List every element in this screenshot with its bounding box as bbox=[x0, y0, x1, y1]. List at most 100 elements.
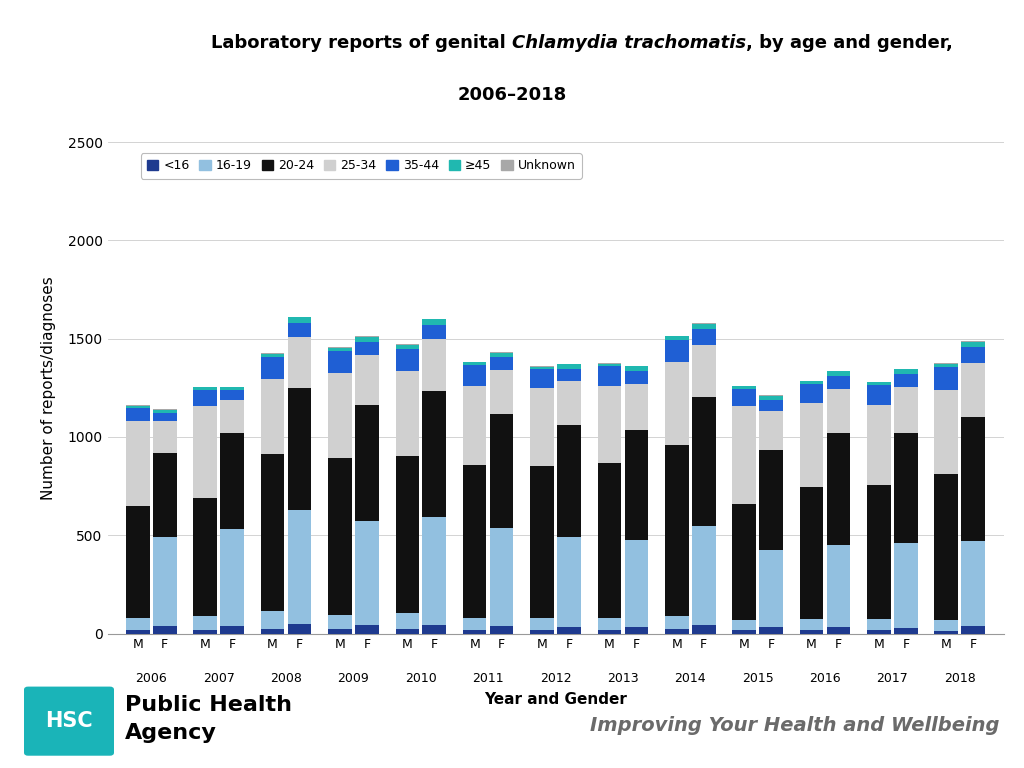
Bar bbox=[288, 317, 311, 323]
Bar bbox=[220, 390, 244, 399]
Bar bbox=[760, 400, 783, 412]
Bar bbox=[153, 538, 176, 626]
Bar bbox=[153, 413, 176, 422]
Bar bbox=[732, 386, 756, 389]
Text: Laboratory reports of genital: Laboratory reports of genital bbox=[211, 35, 512, 52]
Bar bbox=[328, 615, 351, 629]
Bar bbox=[692, 624, 716, 634]
Bar bbox=[760, 412, 783, 450]
Bar bbox=[194, 390, 217, 406]
Bar bbox=[665, 616, 688, 629]
Bar bbox=[423, 391, 446, 517]
Bar bbox=[625, 366, 648, 371]
Bar bbox=[598, 462, 622, 618]
Bar bbox=[423, 339, 446, 391]
Bar bbox=[355, 356, 379, 405]
Text: Improving Your Health and Wellbeing: Improving Your Health and Wellbeing bbox=[591, 717, 1000, 735]
Bar bbox=[395, 629, 419, 634]
Bar bbox=[732, 504, 756, 620]
Bar bbox=[826, 627, 850, 634]
Text: 2008: 2008 bbox=[270, 673, 302, 686]
Bar bbox=[867, 382, 891, 385]
Bar bbox=[826, 389, 850, 433]
Text: 2015: 2015 bbox=[741, 673, 773, 686]
Bar bbox=[423, 624, 446, 634]
Text: , by age and gender,: , by age and gender, bbox=[746, 35, 953, 52]
Bar bbox=[935, 475, 958, 620]
Text: 2007: 2007 bbox=[203, 673, 234, 686]
Bar bbox=[665, 362, 688, 445]
Y-axis label: Number of reports/diagnoses: Number of reports/diagnoses bbox=[41, 276, 56, 500]
Bar bbox=[530, 388, 554, 466]
Bar bbox=[760, 627, 783, 634]
Bar bbox=[395, 371, 419, 455]
Bar bbox=[355, 342, 379, 356]
Bar bbox=[194, 616, 217, 630]
X-axis label: Year and Gender: Year and Gender bbox=[484, 693, 627, 707]
Bar bbox=[867, 619, 891, 630]
Bar bbox=[261, 629, 285, 634]
Bar bbox=[489, 369, 513, 414]
Bar bbox=[261, 611, 285, 629]
Bar bbox=[800, 619, 823, 630]
Bar bbox=[153, 452, 176, 538]
Bar bbox=[395, 455, 419, 613]
Bar bbox=[692, 329, 716, 345]
Bar bbox=[328, 629, 351, 634]
Text: Chlamydia trachomatis: Chlamydia trachomatis bbox=[512, 35, 746, 52]
Bar bbox=[153, 410, 176, 413]
Bar bbox=[126, 406, 150, 408]
FancyBboxPatch shape bbox=[24, 687, 114, 756]
Bar bbox=[328, 373, 351, 458]
Bar bbox=[463, 362, 486, 366]
Bar bbox=[395, 349, 419, 371]
Text: 2012: 2012 bbox=[540, 673, 571, 686]
Bar bbox=[867, 405, 891, 485]
Bar bbox=[962, 347, 985, 362]
Bar bbox=[489, 414, 513, 528]
Bar bbox=[423, 517, 446, 624]
Bar bbox=[962, 342, 985, 347]
Bar bbox=[665, 629, 688, 634]
Bar bbox=[463, 630, 486, 634]
Bar bbox=[935, 620, 958, 631]
Bar bbox=[625, 627, 648, 634]
Bar bbox=[288, 336, 311, 388]
Text: Agency: Agency bbox=[125, 723, 217, 743]
Bar bbox=[625, 540, 648, 627]
Bar bbox=[194, 498, 217, 616]
Bar bbox=[665, 445, 688, 616]
Bar bbox=[894, 374, 918, 387]
Bar bbox=[826, 433, 850, 545]
Bar bbox=[625, 430, 648, 540]
Bar bbox=[732, 406, 756, 504]
Bar bbox=[288, 388, 311, 510]
Text: 2006: 2006 bbox=[135, 673, 167, 686]
Bar bbox=[962, 362, 985, 417]
Bar bbox=[826, 371, 850, 376]
Text: 2010: 2010 bbox=[404, 673, 436, 686]
Text: 2014: 2014 bbox=[675, 673, 707, 686]
Bar bbox=[557, 425, 581, 538]
Bar bbox=[355, 521, 379, 624]
Bar bbox=[423, 319, 446, 325]
Bar bbox=[194, 387, 217, 390]
Text: 2018: 2018 bbox=[944, 673, 976, 686]
Text: 2017: 2017 bbox=[877, 673, 908, 686]
Bar bbox=[867, 630, 891, 634]
Bar bbox=[153, 422, 176, 452]
Bar bbox=[598, 364, 622, 366]
Bar bbox=[732, 620, 756, 630]
Text: Public Health: Public Health bbox=[125, 695, 292, 715]
Bar bbox=[625, 384, 648, 430]
Bar bbox=[598, 618, 622, 630]
Bar bbox=[935, 364, 958, 367]
Bar bbox=[489, 528, 513, 626]
Text: 2006–2018: 2006–2018 bbox=[458, 86, 566, 104]
Bar bbox=[395, 613, 419, 629]
Bar bbox=[288, 510, 311, 624]
Bar bbox=[800, 402, 823, 487]
Bar bbox=[800, 630, 823, 634]
Bar bbox=[598, 630, 622, 634]
Bar bbox=[894, 369, 918, 374]
